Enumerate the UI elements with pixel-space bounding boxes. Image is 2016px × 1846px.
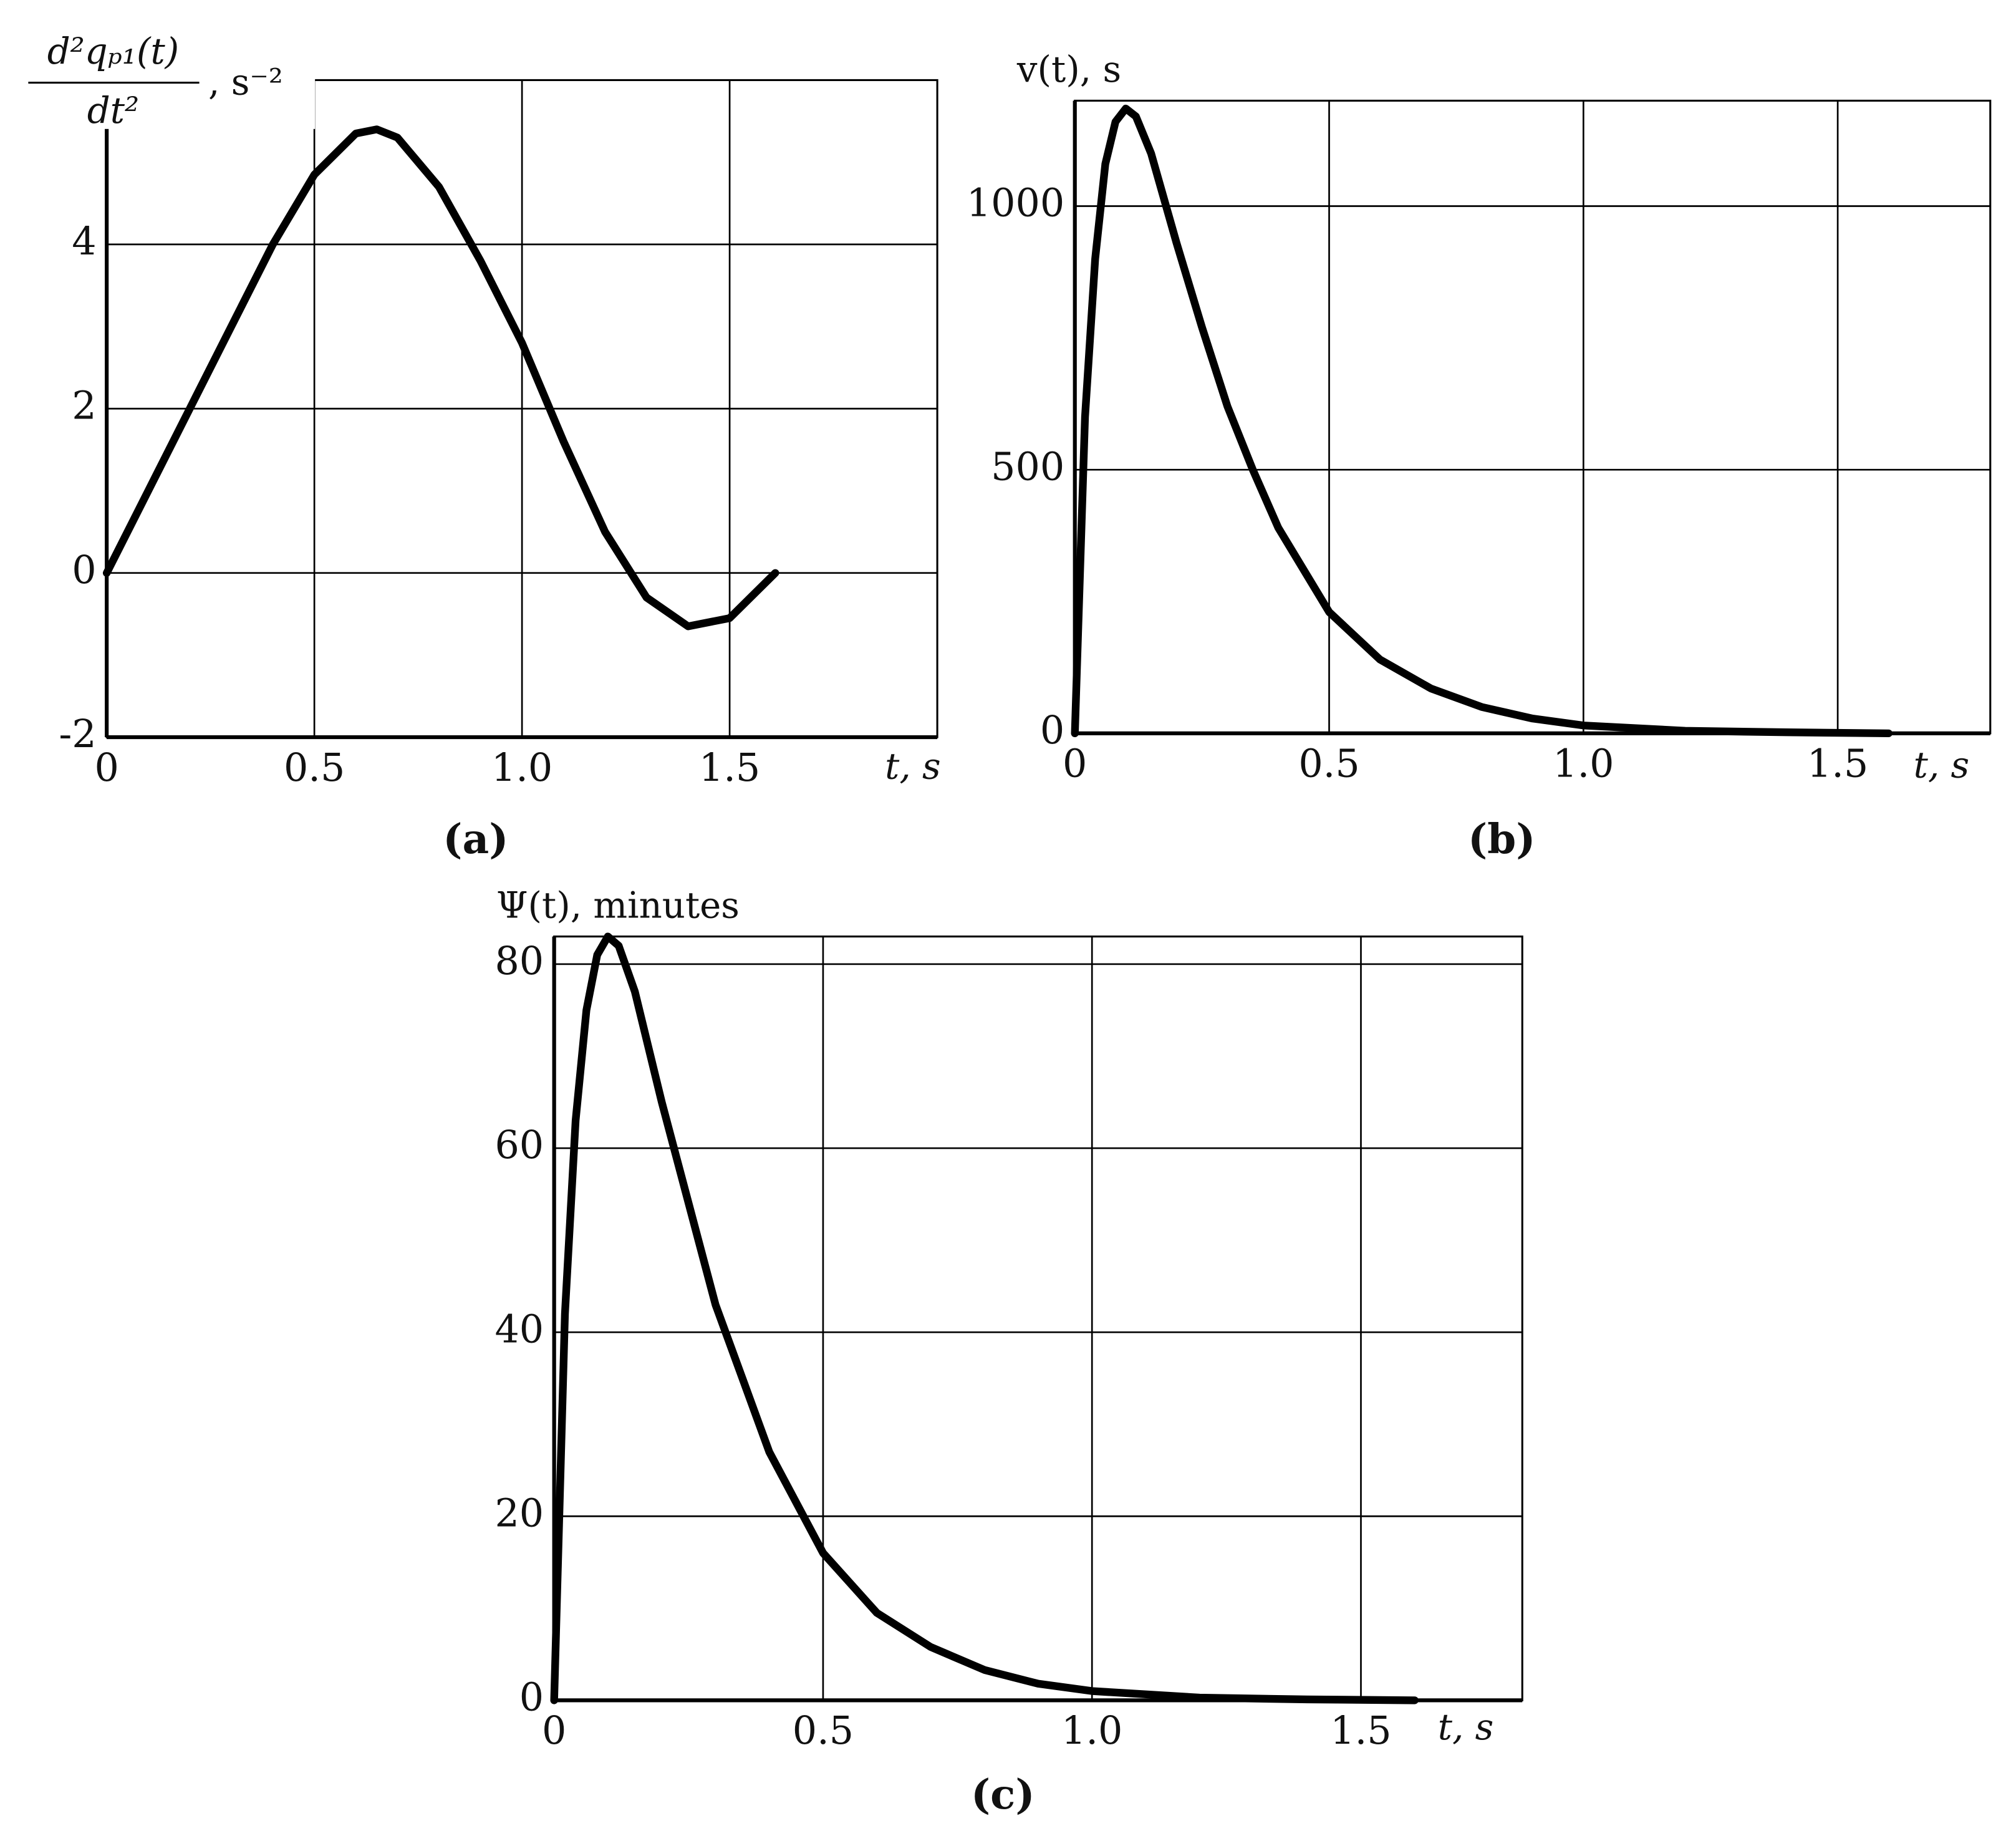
y-label: v(t), s — [1016, 48, 1121, 90]
x-label: t, s — [1914, 744, 1970, 786]
caption: (c) — [971, 1770, 1035, 1819]
data-line — [1071, 104, 1893, 738]
y-tick-label: 1000 — [967, 181, 1064, 226]
x-tick-label: 1.0 — [1061, 1708, 1122, 1753]
y-tick-label: 500 — [991, 444, 1064, 489]
x-tick-label: 0 — [94, 745, 118, 790]
y-tick-label: 2 — [72, 383, 96, 428]
plot-frame — [553, 935, 1523, 1701]
y-tick-label: 0 — [519, 1675, 544, 1720]
x-label: t, s — [1438, 1706, 1494, 1748]
x-tick-label: 1.5 — [1807, 742, 1868, 786]
x-tick-label: 1.5 — [1330, 1708, 1391, 1753]
y-label-numerator: d²qₚ₁(t) — [47, 30, 180, 72]
x-tick-label: 0 — [1063, 742, 1087, 786]
x-tick-label: 0.5 — [1298, 742, 1359, 786]
label-bg — [1016, 44, 1300, 96]
y-tick-label: 20 — [494, 1491, 544, 1535]
data-line — [102, 125, 779, 631]
y-label-denominator: dt² — [87, 89, 139, 132]
x-tick-label: 0 — [542, 1708, 566, 1753]
y-tick-label: 80 — [494, 939, 544, 983]
y-tick-label: 4 — [72, 219, 96, 264]
y-tick-label: 0 — [72, 548, 96, 592]
label-bg — [496, 879, 779, 932]
y-tick-label: -2 — [59, 712, 96, 756]
x-tick-label: 1.0 — [491, 745, 552, 790]
caption: (b) — [1468, 814, 1536, 863]
x-tick-label: 0.5 — [793, 1708, 854, 1753]
y-tick-label: 40 — [494, 1307, 544, 1351]
x-label: t, s — [885, 745, 941, 788]
x-tick-label: 0.5 — [284, 745, 345, 790]
y-label-unit: , s⁻² — [208, 61, 283, 104]
plot-frame — [1074, 99, 1992, 735]
data-line — [550, 932, 1419, 1704]
x-tick-label: 1.5 — [699, 745, 760, 790]
y-label: Ψ(t), minutes — [496, 884, 740, 926]
caption: (a) — [443, 814, 508, 863]
y-tick-label: 60 — [494, 1123, 544, 1167]
x-tick-label: 1.0 — [1553, 742, 1614, 786]
label-bg — [19, 26, 316, 129]
y-tick-label: 0 — [1040, 708, 1064, 753]
